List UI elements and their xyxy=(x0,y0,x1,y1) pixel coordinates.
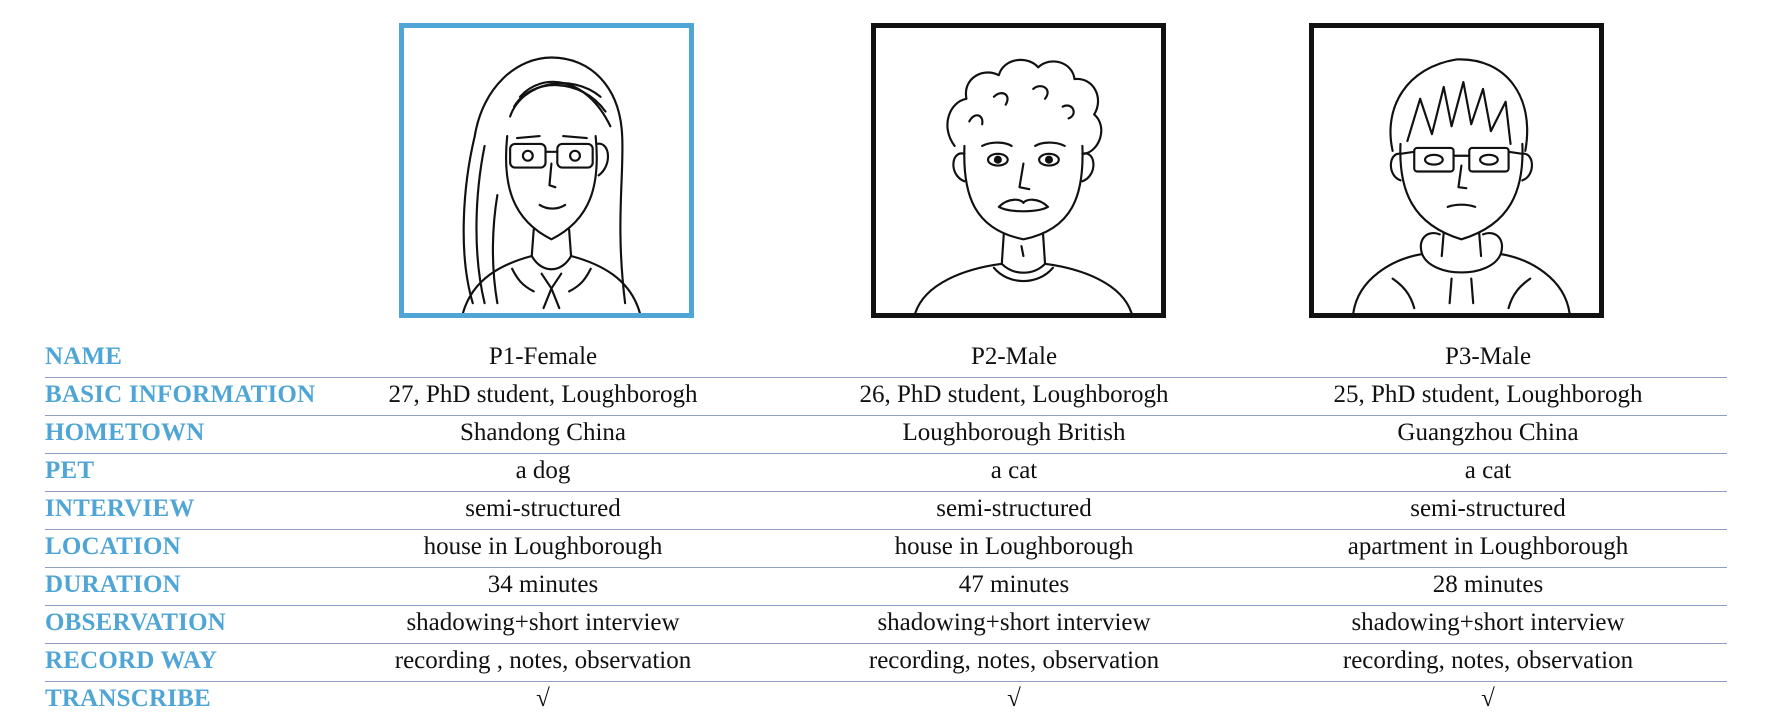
cell-p2: a cat xyxy=(990,457,1038,484)
table-row-pet: PET a dog a cat a cat xyxy=(45,454,1727,492)
male-avatar-with-glasses-hoodie-icon xyxy=(1352,58,1571,313)
cell-p1: P1-Female xyxy=(488,343,598,370)
cell-p3: 28 minutes xyxy=(1432,571,1544,598)
curly-haired-male-with-mustache-icon xyxy=(914,58,1133,313)
female-avatar-with-glasses-icon xyxy=(461,56,641,313)
cell-p1: 34 minutes xyxy=(487,571,599,598)
row-divider xyxy=(45,414,1727,416)
cell-p1: shadowing+short interview xyxy=(406,609,680,636)
cell-p2: recording, notes, observation xyxy=(868,647,1160,674)
cell-p3: √ xyxy=(1481,685,1495,712)
row-label: BASIC INFORMATION xyxy=(45,381,316,408)
row-divider xyxy=(45,642,1727,644)
row-label: HOMETOWN xyxy=(45,419,205,446)
row-divider xyxy=(45,566,1727,568)
cell-p3: Guangzhou China xyxy=(1397,419,1579,446)
cell-p2: shadowing+short interview xyxy=(877,609,1151,636)
cell-p1: 27, PhD student, Loughborogh xyxy=(388,381,698,408)
row-divider xyxy=(45,528,1727,530)
table-row-transcribe: TRANSCRIBE √ √ √ xyxy=(45,682,1727,720)
row-divider xyxy=(45,680,1727,682)
cell-p3: apartment in Loughborough xyxy=(1347,533,1629,560)
cell-p3: a cat xyxy=(1464,457,1512,484)
cell-p1: house in Loughborough xyxy=(423,533,663,560)
cell-p3: semi-structured xyxy=(1410,495,1566,522)
cell-p1: recording , notes, observation xyxy=(394,647,692,674)
cell-p3: 25, PhD student, Loughborogh xyxy=(1333,381,1643,408)
row-divider xyxy=(45,376,1727,378)
table-row-duration: DURATION 34 minutes 47 minutes 28 minute… xyxy=(45,568,1727,606)
cell-p1: a dog xyxy=(515,457,571,484)
table-row-interview: INTERVIEW semi-structured semi-structure… xyxy=(45,492,1727,530)
cell-p2: P2-Male xyxy=(970,343,1058,370)
table-row-observation: OBSERVATION shadowing+short interview sh… xyxy=(45,606,1727,644)
row-divider xyxy=(45,452,1727,454)
cell-p3: shadowing+short interview xyxy=(1351,609,1625,636)
row-label: RECORD WAY xyxy=(45,647,218,674)
cell-p2: 47 minutes xyxy=(958,571,1070,598)
participant-3-portrait[interactable] xyxy=(1309,23,1604,318)
cell-p2: semi-structured xyxy=(936,495,1092,522)
cell-p2: 26, PhD student, Loughborogh xyxy=(859,381,1169,408)
row-label: NAME xyxy=(45,343,123,370)
cell-p1: semi-structured xyxy=(465,495,621,522)
row-label: DURATION xyxy=(45,571,181,598)
participant-1-portrait[interactable] xyxy=(399,23,694,318)
participant-info-table: NAME P1-Female P2-Male P3-Male BASIC INF… xyxy=(45,340,1727,720)
row-label: TRANSCRIBE xyxy=(45,685,211,712)
cell-p3: recording, notes, observation xyxy=(1342,647,1634,674)
table-row-name: NAME P1-Female P2-Male P3-Male xyxy=(45,340,1727,378)
row-label: OBSERVATION xyxy=(45,609,227,636)
row-label: INTERVIEW xyxy=(45,495,195,522)
table-row-hometown: HOMETOWN Shandong China Loughborough Bri… xyxy=(45,416,1727,454)
table-row-basic-information: BASIC INFORMATION 27, PhD student, Lough… xyxy=(45,378,1727,416)
participant-2-portrait[interactable] xyxy=(871,23,1166,318)
cell-p2: √ xyxy=(1007,685,1021,712)
cell-p2: Loughborough British xyxy=(902,419,1126,446)
cell-p3: P3-Male xyxy=(1444,343,1532,370)
row-divider xyxy=(45,604,1727,606)
cell-p1: Shandong China xyxy=(460,419,626,446)
table-row-location: LOCATION house in Loughborough house in … xyxy=(45,530,1727,568)
row-divider xyxy=(45,490,1727,492)
cell-p2: house in Loughborough xyxy=(894,533,1134,560)
table-row-record-way: RECORD WAY recording , notes, observatio… xyxy=(45,644,1727,682)
row-label: PET xyxy=(45,457,95,484)
row-label: LOCATION xyxy=(45,533,181,560)
cell-p1: √ xyxy=(536,685,550,712)
